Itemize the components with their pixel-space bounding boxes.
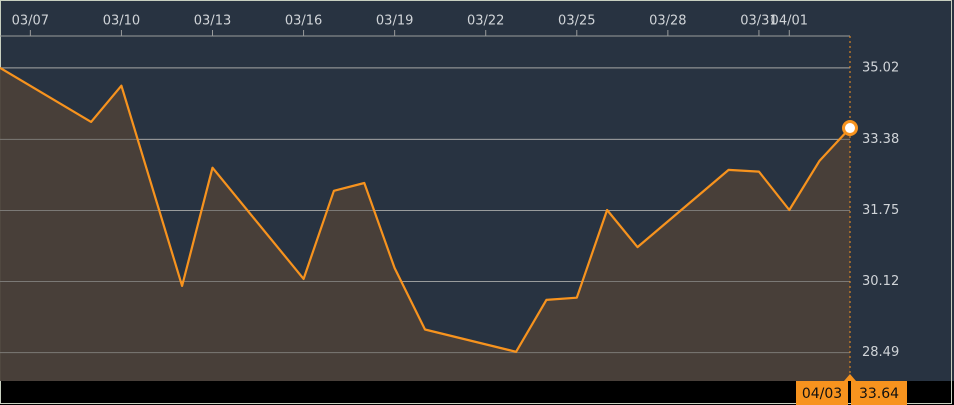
y-tick-label: 33.38: [862, 132, 899, 147]
last-point: [842, 120, 858, 137]
value-badge: [851, 381, 907, 405]
x-tick-label: 03/25: [558, 14, 595, 29]
area: [0, 67, 850, 382]
date-badge-label: 04/03: [802, 386, 842, 402]
y-tick-label: 28.49: [862, 345, 899, 360]
y-tick-label: 31.75: [862, 203, 899, 218]
x-tick-label: 04/01: [771, 14, 808, 29]
bottom-strip: [0, 381, 954, 405]
x-tick-label: 03/13: [194, 14, 231, 29]
line: [0, 66, 851, 353]
y-tick-label: 35.02: [862, 60, 899, 75]
x-tick-label: 03/28: [649, 14, 686, 29]
pointer: [844, 374, 856, 381]
x-tick-label: 03/07: [12, 14, 49, 29]
x-tick-label: 03/31: [740, 14, 777, 29]
value-badge-label: 33.64: [859, 386, 899, 402]
y-tick-label: 30.12: [862, 274, 899, 289]
x-tick-label: 03/22: [467, 14, 504, 29]
x-tick-label: 03/19: [376, 14, 413, 29]
date-badge: [796, 381, 848, 405]
x-tick-label: 03/16: [285, 14, 322, 29]
x-tick-label: 03/10: [103, 14, 140, 29]
